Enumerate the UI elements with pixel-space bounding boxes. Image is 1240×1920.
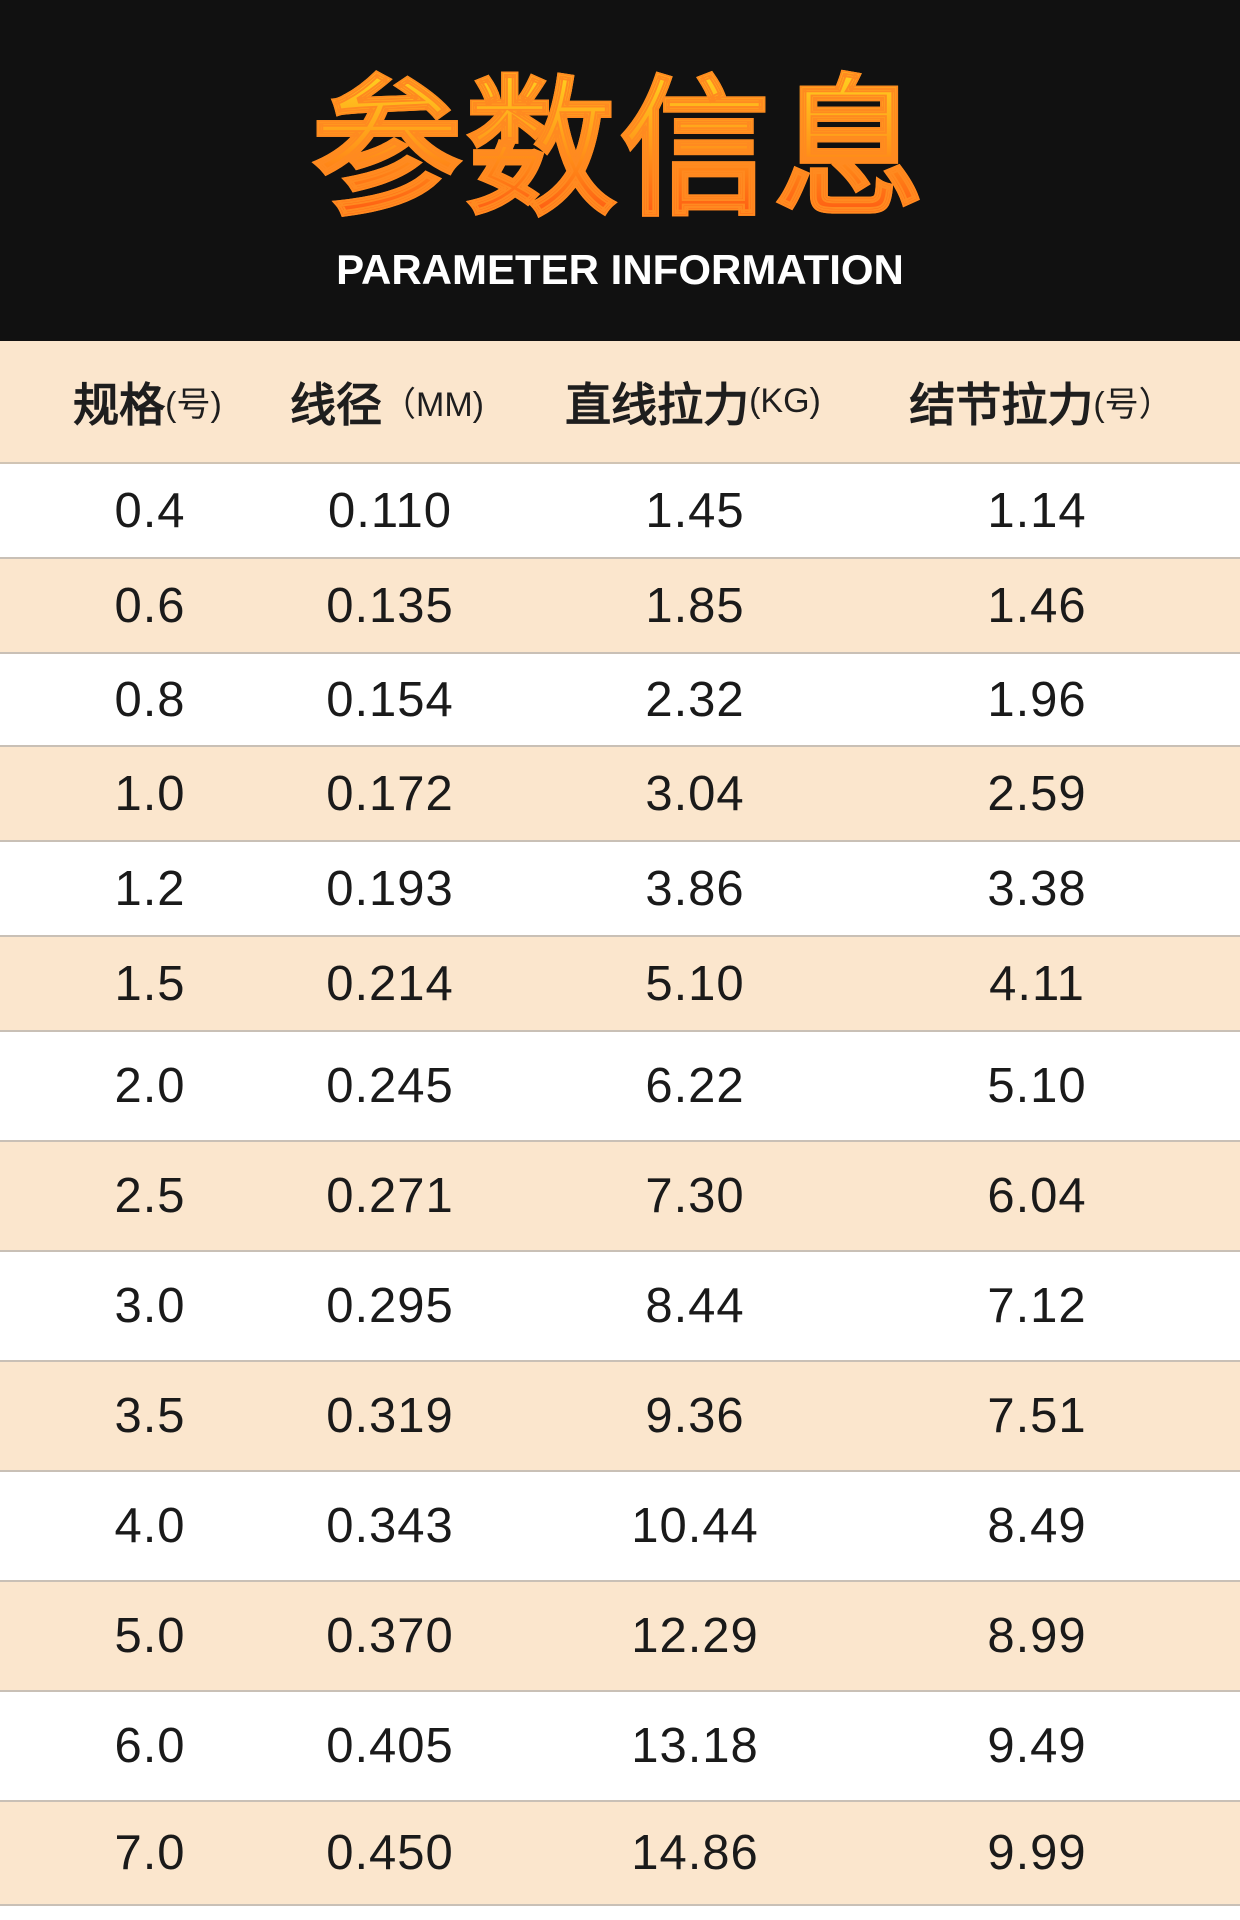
cell-spec: 1.2 [114, 861, 186, 916]
header-unit: (KG) [749, 382, 821, 420]
cell-straight-tension: 5.10 [645, 956, 745, 1011]
header-cell-spec: 规格 (号) [50, 341, 245, 462]
page-title: 参数信息 [0, 69, 1240, 231]
cell-spec: 6.0 [114, 1719, 186, 1773]
cell-spec: 0.4 [114, 483, 186, 538]
table-row: 1.5 0.214 5.10 4.11 [0, 937, 1240, 1032]
cell-straight-tension: 2.32 [645, 672, 745, 727]
cell-spec: 2.0 [114, 1059, 186, 1113]
cell-straight-tension: 6.22 [645, 1059, 745, 1113]
cell-straight-tension: 1.45 [645, 483, 745, 538]
header-cell-diameter: 线径 （MM) [262, 341, 512, 462]
cell-knot-tension: 8.49 [987, 1499, 1087, 1553]
cell-knot-tension: 8.99 [987, 1609, 1087, 1663]
cell-spec: 0.8 [114, 672, 186, 727]
table-row: 3.0 0.295 8.44 7.12 [0, 1252, 1240, 1362]
cell-knot-tension: 7.51 [987, 1389, 1087, 1443]
cell-knot-tension: 9.99 [987, 1826, 1087, 1880]
table-row: 0.6 0.135 1.85 1.46 [0, 559, 1240, 654]
table-header: 规格 (号) 线径 （MM) 直线拉力 (KG) 结节拉力 (号） [0, 341, 1240, 464]
cell-straight-tension: 3.04 [645, 766, 745, 821]
cell-knot-tension: 2.59 [987, 766, 1087, 821]
cell-diameter: 0.214 [326, 956, 454, 1011]
cell-straight-tension: 7.30 [645, 1169, 745, 1223]
header-unit: (号) [165, 386, 222, 424]
cell-diameter: 0.405 [326, 1719, 454, 1773]
cell-straight-tension: 10.44 [631, 1499, 759, 1553]
cell-spec: 7.0 [114, 1826, 186, 1880]
cell-straight-tension: 9.36 [645, 1389, 745, 1443]
table-row: 2.0 0.245 6.22 5.10 [0, 1032, 1240, 1142]
cell-spec: 0.6 [114, 578, 186, 633]
table-row: 4.0 0.343 10.44 8.49 [0, 1472, 1240, 1582]
table-row: 6.0 0.405 13.18 9.49 [0, 1692, 1240, 1802]
header-cell-straight-tension: 直线拉力 (KG) [528, 341, 858, 462]
cell-diameter: 0.245 [326, 1059, 454, 1113]
header-unit: (号） [1093, 386, 1173, 424]
cell-straight-tension: 13.18 [631, 1719, 759, 1773]
cell-knot-tension: 3.38 [987, 861, 1087, 916]
cell-diameter: 0.193 [326, 861, 454, 916]
cell-knot-tension: 1.96 [987, 672, 1087, 727]
cell-straight-tension: 14.86 [631, 1826, 759, 1880]
parameter-table: 规格 (号) 线径 （MM) 直线拉力 (KG) 结节拉力 (号） 0.4 0.110 … [0, 341, 1240, 1906]
cell-diameter: 0.110 [328, 483, 452, 538]
table-row: 3.5 0.319 9.36 7.51 [0, 1362, 1240, 1472]
cell-spec: 5.0 [114, 1609, 186, 1663]
cell-knot-tension: 5.10 [987, 1059, 1087, 1113]
cell-diameter: 0.271 [326, 1169, 454, 1223]
header-label: 规格 [73, 377, 166, 432]
cell-diameter: 0.319 [326, 1389, 454, 1443]
cell-diameter: 0.135 [326, 578, 454, 633]
cell-diameter: 0.295 [326, 1279, 454, 1333]
table-row: 0.4 0.110 1.45 1.14 [0, 464, 1240, 559]
table-row: 2.5 0.271 7.30 6.04 [0, 1142, 1240, 1252]
cell-straight-tension: 12.29 [631, 1609, 759, 1663]
cell-straight-tension: 1.85 [645, 578, 745, 633]
header-cell-knot-tension: 结节拉力 (号） [876, 341, 1206, 462]
table-row: 1.2 0.193 3.86 3.38 [0, 842, 1240, 937]
cell-knot-tension: 9.49 [987, 1719, 1087, 1773]
page-subtitle: PARAMETER INFORMATION [336, 246, 904, 293]
cell-diameter: 0.343 [326, 1499, 454, 1553]
header-label: 直线拉力 [565, 377, 750, 432]
cell-knot-tension: 6.04 [987, 1169, 1087, 1223]
table-row: 5.0 0.370 12.29 8.99 [0, 1582, 1240, 1692]
table-row: 1.0 0.172 3.04 2.59 [0, 747, 1240, 842]
cell-straight-tension: 3.86 [645, 861, 745, 916]
header-label: 线径 [290, 377, 383, 432]
header-label: 结节拉力 [909, 377, 1094, 432]
cell-knot-tension: 1.46 [987, 578, 1087, 633]
cell-spec: 1.0 [114, 766, 186, 821]
cell-spec: 2.5 [114, 1169, 186, 1223]
table-row: 0.8 0.154 2.32 1.96 [0, 654, 1240, 747]
cell-diameter: 0.154 [326, 672, 454, 727]
cell-diameter: 0.370 [326, 1609, 454, 1663]
cell-straight-tension: 8.44 [645, 1279, 745, 1333]
cell-knot-tension: 4.11 [989, 956, 1085, 1011]
table-row: 7.0 0.450 14.86 9.99 [0, 1802, 1240, 1906]
cell-diameter: 0.450 [326, 1826, 454, 1880]
cell-knot-tension: 7.12 [987, 1279, 1087, 1333]
cell-spec: 3.5 [114, 1389, 186, 1443]
cell-spec: 3.0 [114, 1279, 186, 1333]
cell-diameter: 0.172 [326, 766, 454, 821]
header-unit: （MM) [382, 386, 484, 424]
cell-spec: 1.5 [114, 956, 186, 1011]
cell-knot-tension: 1.14 [987, 483, 1087, 538]
cell-spec: 4.0 [114, 1499, 186, 1553]
title-banner: 参数信息 PARAMETER INFORMATION [0, 0, 1240, 341]
